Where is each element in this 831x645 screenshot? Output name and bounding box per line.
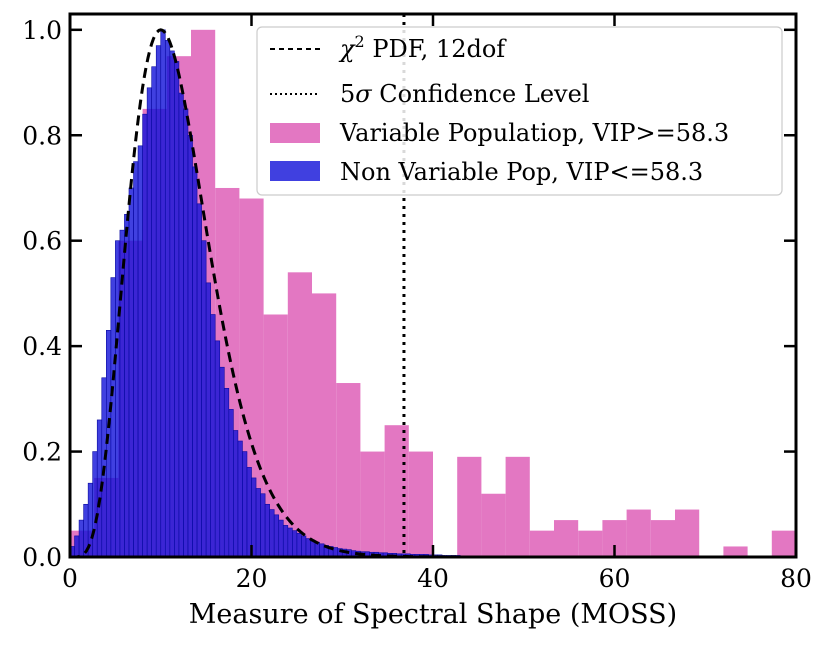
non-variable-bar (124, 214, 130, 557)
non-variable-bar (133, 161, 139, 557)
variable-bar (529, 530, 555, 557)
non-variable-bar (282, 525, 289, 557)
variable-bar (650, 520, 676, 557)
legend-label-variable: Variable Populatiop, VIP>=58.3 (339, 119, 729, 147)
non-variable-bar (187, 134, 193, 557)
legend: χ2 PDF, 12dof 5σ Confidence Level Variab… (256, 26, 783, 196)
non-variable-bar (210, 314, 216, 557)
variable-bar (771, 530, 796, 557)
legend-label-chi2-pdf: χ2 PDF, 12dof (338, 32, 507, 63)
non-variable-bar (242, 451, 248, 557)
non-variable-bar (246, 467, 252, 557)
non-variable-bar (310, 540, 316, 557)
non-variable-bar (169, 50, 175, 557)
legend-label-non-variable: Non Variable Pop, VIP<=58.3 (340, 158, 703, 186)
variable-bar (723, 546, 748, 557)
x-tick-label: 0 (62, 564, 78, 593)
non-variable-bar (260, 493, 266, 557)
y-tick-label: 0.4 (22, 332, 62, 361)
variable-bar (626, 509, 651, 557)
variable-bar (457, 456, 482, 557)
non-variable-bar (115, 240, 121, 557)
variable-bar (384, 425, 409, 557)
x-tick-label: 60 (599, 564, 631, 593)
legend-label-confidence-level: 5σ Confidence Level (340, 80, 589, 108)
non-variable-bar (278, 519, 284, 557)
non-variable-bar (223, 388, 230, 557)
y-tick-label: 1.0 (22, 16, 62, 45)
non-variable-bar (192, 166, 198, 557)
non-variable-bar (92, 451, 98, 557)
non-variable-bar (301, 535, 307, 557)
non-variable-bar (174, 61, 180, 557)
non-variable-bar (255, 488, 261, 557)
non-variable-bar (74, 535, 80, 557)
non-variable-bar (205, 282, 211, 557)
non-variable-bar (296, 532, 302, 557)
legend-swatch-non-variable (270, 161, 320, 181)
variable-bar (408, 451, 433, 557)
chi2-pdf-curve (70, 28, 795, 557)
ticks-layer: 0 20 40 60 80 0.0 0.2 0.4 0.6 0.8 1.0 (22, 14, 812, 593)
non-variable-bar (233, 430, 239, 557)
non-variable-bar (196, 203, 202, 557)
non-variable-bar (164, 40, 171, 557)
non-variable-bar (183, 108, 189, 557)
legend-swatch-variable (270, 123, 320, 143)
non-variable-bar (237, 440, 243, 557)
non-variable-bar (287, 527, 293, 557)
non-variable-bar (273, 514, 280, 557)
non-variable-bar (201, 240, 207, 557)
plot-frame (68, 12, 798, 559)
non-variable-bar (137, 145, 143, 557)
non-variable-bar (228, 409, 234, 557)
non-variable-bar (110, 277, 116, 557)
non-variable-bar (214, 340, 221, 557)
non-variable-bar (160, 29, 166, 557)
non-variable-bar (78, 519, 84, 557)
non-variable-bar (219, 366, 225, 557)
variable-bar (578, 530, 603, 557)
variable-bar (336, 383, 361, 557)
x-tick-label: 20 (236, 564, 268, 593)
x-tick-label: 80 (780, 564, 812, 593)
non-variable-bar (151, 66, 157, 557)
non-variable-bar (146, 87, 152, 557)
y-tick-label: 0.0 (22, 543, 62, 572)
y-tick-label: 0.2 (22, 438, 62, 467)
variable-bar (553, 520, 579, 557)
variable-bar (505, 456, 530, 557)
non-variable-bar (319, 543, 325, 557)
non-variable-bar (305, 538, 311, 557)
non-variable-bar (292, 530, 298, 557)
non-variable-bar (142, 113, 148, 557)
y-tick-label: 0.8 (22, 121, 62, 150)
variable-bar (360, 451, 385, 557)
y-tick-label: 0.6 (22, 227, 62, 256)
non-variable-bar (128, 187, 134, 557)
chi2-pdf-layer (70, 28, 795, 557)
non-variable-bar (178, 92, 184, 557)
non-variable-bar (314, 541, 320, 557)
non-variable-bar (264, 503, 270, 557)
variable-bar (481, 493, 506, 557)
variable-bar (675, 509, 700, 557)
non-variable-bar (155, 45, 162, 557)
x-axis-label: Measure of Spectral Shape (MOSS) (189, 599, 677, 630)
variable-bar (312, 293, 337, 557)
legend-box (256, 26, 783, 196)
non-variable-bar (269, 509, 275, 557)
x-tick-label: 40 (417, 564, 449, 593)
variable-bar (287, 272, 313, 557)
